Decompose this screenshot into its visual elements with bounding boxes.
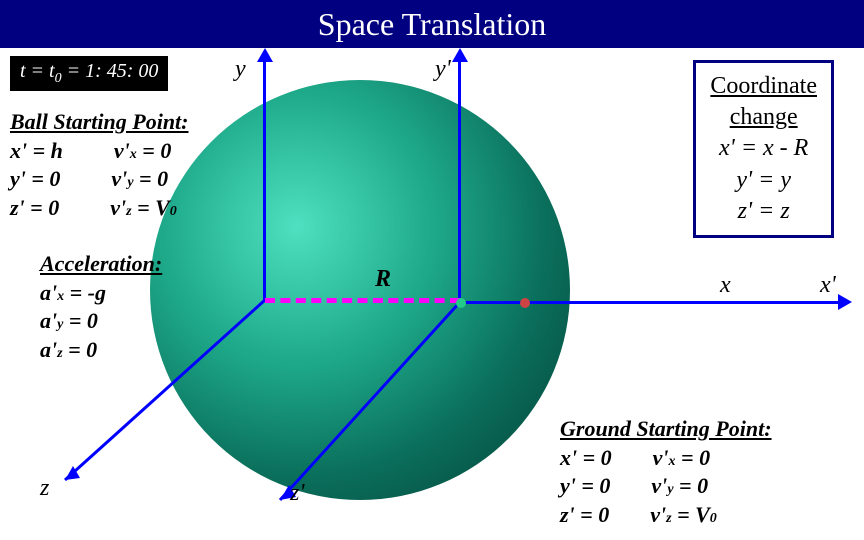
ball-start-row-1: y' = 0 v'y = 0 bbox=[10, 165, 189, 194]
ground-start-block: Ground Starting Point: x' = 0 v'x = 0 y'… bbox=[560, 415, 772, 529]
ball-start-block: Ball Starting Point: x' = h v'x = 0 y' =… bbox=[10, 108, 189, 222]
r-label: R bbox=[375, 266, 391, 293]
origin-1-dot bbox=[456, 298, 466, 308]
accel-block: Acceleration: a'x = -g a'y = 0 a'z = 0 bbox=[40, 250, 162, 364]
coord-line-0: x' = x - R bbox=[710, 133, 817, 164]
accel-heading: Acceleration: bbox=[40, 250, 162, 279]
ball-start-row-2: z' = 0 v'z = V0 bbox=[10, 194, 189, 223]
ground-start-row-1: y' = 0 v'y = 0 bbox=[560, 472, 772, 501]
zp-axis-label: z' bbox=[290, 480, 304, 507]
r-dashed-line bbox=[265, 298, 460, 303]
coord-heading-2: change bbox=[710, 102, 817, 133]
coord-heading-1: Coordinate bbox=[710, 71, 817, 102]
coord-line-2: z' = z bbox=[710, 196, 817, 227]
ground-start-row-0: x' = 0 v'x = 0 bbox=[560, 444, 772, 473]
ball-start-heading: Ball Starting Point: bbox=[10, 108, 189, 137]
coord-change-box: Coordinate change x' = x - R y' = y z' =… bbox=[693, 60, 834, 238]
coord-line-1: y' = y bbox=[710, 165, 817, 196]
accel-row-0: a'x = -g bbox=[40, 279, 162, 308]
ground-start-heading: Ground Starting Point: bbox=[560, 415, 772, 444]
ball-start-row-0: x' = h v'x = 0 bbox=[10, 137, 189, 166]
origin-2-dot bbox=[520, 298, 530, 308]
ground-start-row-2: z' = 0 v'z = V0 bbox=[560, 501, 772, 530]
accel-row-1: a'y = 0 bbox=[40, 307, 162, 336]
accel-row-2: a'z = 0 bbox=[40, 336, 162, 365]
